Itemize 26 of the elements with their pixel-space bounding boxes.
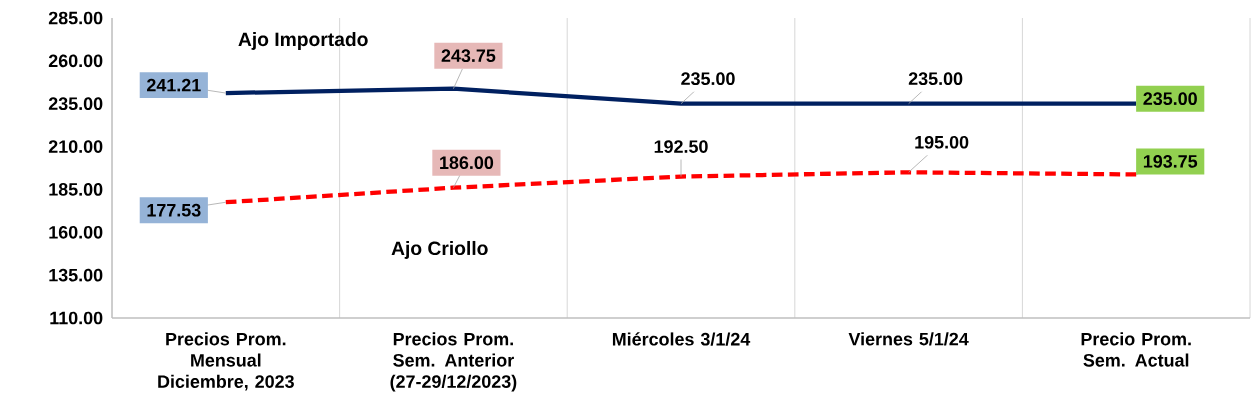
x-tick-label: Precios Prom. Sem. Anterior (27-29/12/2023) — [390, 332, 517, 392]
data-label: 235.00 — [908, 72, 963, 86]
y-tick-label: 185.00 — [49, 183, 103, 196]
x-tick-label: Precios Prom. Mensual Diciembre, 2023 — [158, 332, 294, 391]
data-label: 186.00 — [440, 156, 494, 170]
y-tick-label: 260.00 — [48, 54, 103, 68]
data-label: 177.53 — [147, 203, 201, 217]
data-label: 195.00 — [915, 135, 969, 149]
data-label: 192.50 — [654, 140, 708, 153]
y-tick-label: 160.00 — [49, 225, 103, 239]
data-label: 193.75 — [1143, 155, 1198, 168]
y-tick-label: 235.00 — [48, 97, 103, 111]
data-label: 235.00 — [681, 72, 735, 86]
y-tick-label: 210.00 — [48, 140, 103, 153]
x-tick-label: Viernes 5/1/24 — [848, 332, 969, 346]
text: Ajo Importado — [238, 31, 368, 50]
x-tick-label: Miércoles 3/1/24 — [612, 332, 751, 346]
y-tick-label: 285.00 — [48, 11, 103, 25]
y-tick-label: 110.00 — [50, 311, 103, 325]
text: Ajo Criollo — [391, 240, 488, 259]
line-series — [223, 170, 1139, 205]
x-tick-label: Precio Prom. Sem. Actual — [1081, 332, 1191, 367]
y-tick-label: 135.00 — [49, 268, 103, 282]
data-label: 235.00 — [1143, 92, 1197, 106]
data-label: 241.21 — [147, 78, 201, 92]
data-label: 243.75 — [441, 49, 496, 63]
